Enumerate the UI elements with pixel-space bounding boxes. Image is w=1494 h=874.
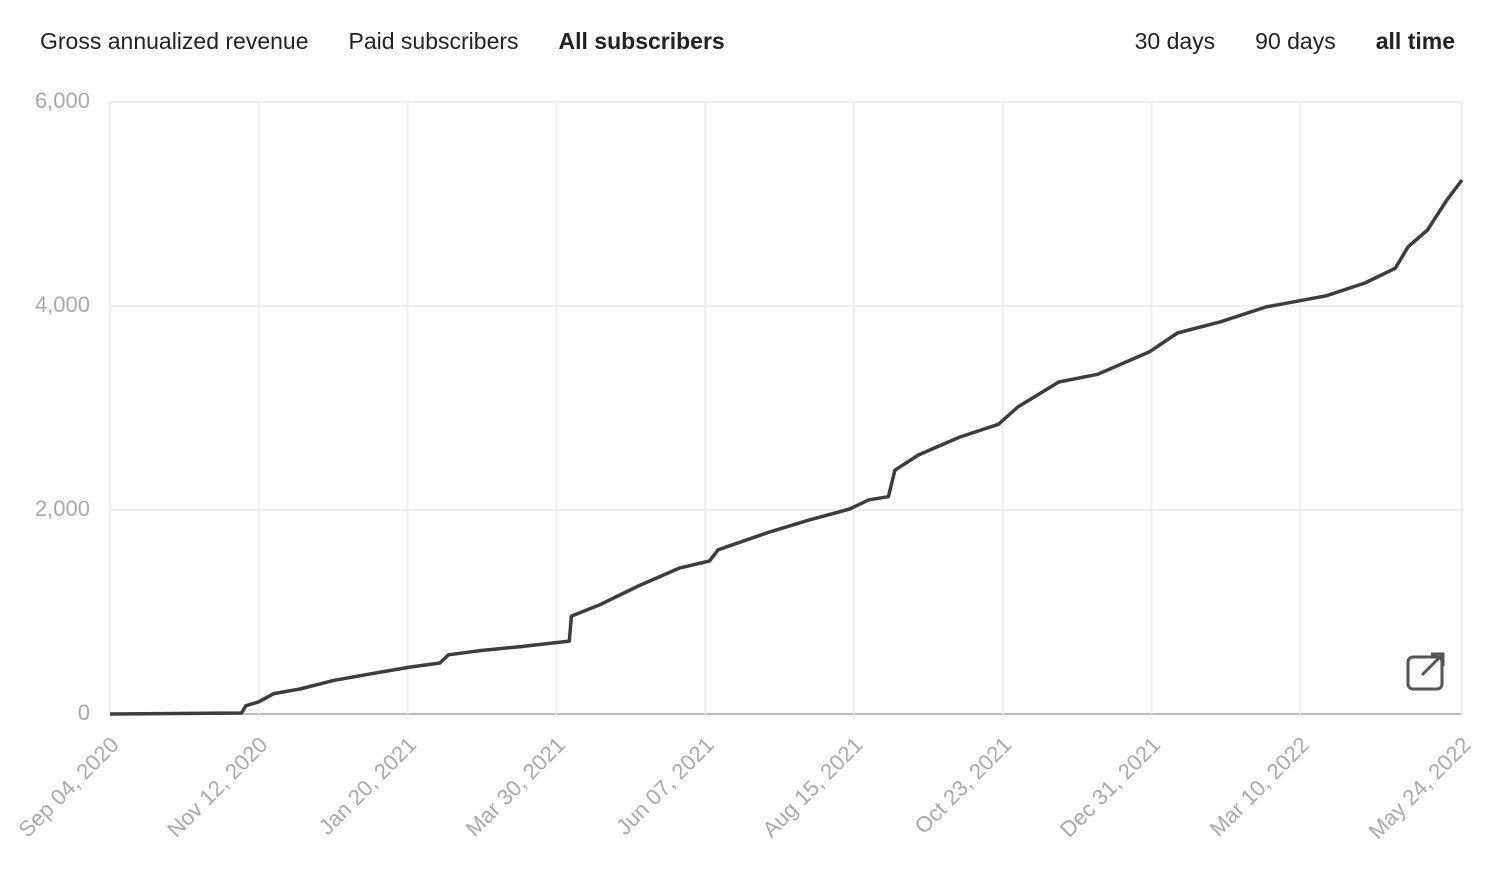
x-tick-label: Mar 30, 2021	[461, 732, 570, 841]
tab[interactable]: all time	[1375, 28, 1455, 54]
open-external-icon[interactable]	[1406, 652, 1445, 691]
y-tick-label: 4,000	[35, 292, 90, 317]
tab[interactable]: All subscribers	[558, 28, 725, 54]
tab[interactable]: 30 days	[1134, 28, 1216, 54]
tab[interactable]: Paid subscribers	[348, 28, 519, 54]
x-tick-label: Dec 31, 2021	[1055, 732, 1165, 842]
tab[interactable]: 90 days	[1255, 28, 1336, 54]
icon-arrow	[1420, 652, 1445, 677]
x-tick-label: Nov 12, 2020	[162, 732, 272, 842]
x-tick-label: Sep 04, 2020	[13, 732, 123, 842]
data-line	[109, 178, 1464, 716]
y-tick-label: 2,000	[35, 496, 90, 521]
y-tick-label: 0	[78, 700, 90, 725]
x-tick-label: Jun 07, 2021	[611, 732, 719, 840]
icon-arrow-head	[1431, 652, 1445, 666]
icon-box	[1406, 655, 1444, 691]
metric-tabs: Gross annualized revenue Paid subscribers…	[40, 22, 725, 60]
y-tick-label: 6,000	[35, 88, 90, 113]
tab[interactable]: Gross annualized revenue	[40, 28, 309, 54]
range-tabs: 30 days 90 days all time	[1135, 22, 1455, 60]
x-tick-label: Jan 20, 2021	[314, 732, 422, 840]
x-tick-label: Aug 15, 2021	[757, 732, 867, 842]
x-tick-label: May 24, 2022	[1364, 732, 1476, 844]
x-tick-label: Oct 23, 2021	[910, 732, 1017, 839]
x-tick-label: Mar 10, 2022	[1205, 732, 1314, 841]
